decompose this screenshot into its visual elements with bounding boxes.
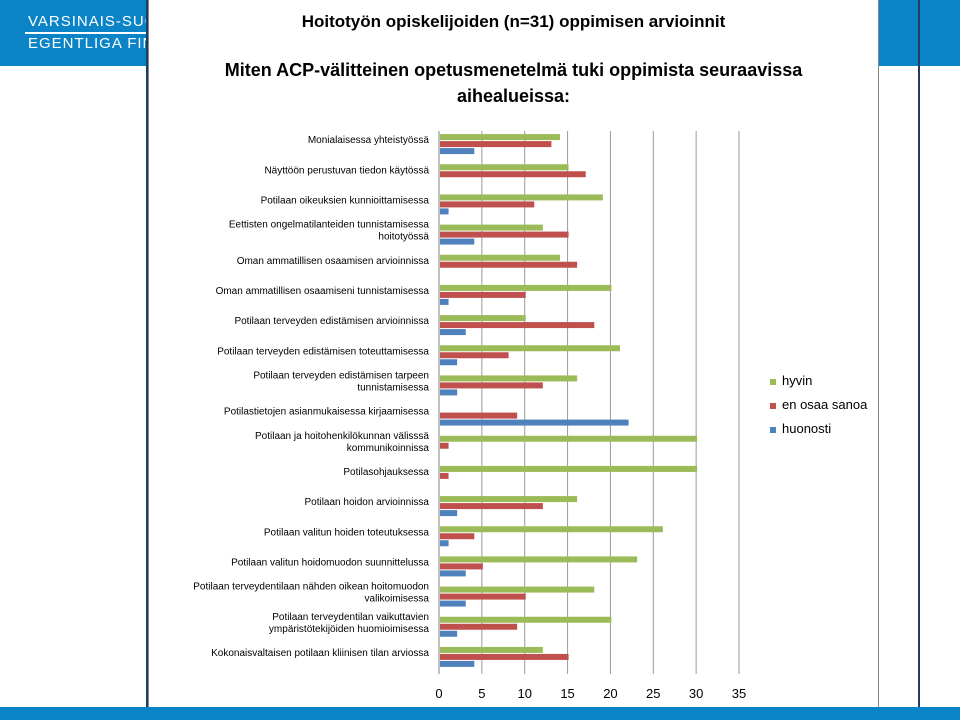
bar-en-osaa-sanoa [440,503,543,510]
bar-hyvin [440,496,578,503]
x-tick-label: 35 [732,686,746,701]
organization-underline [25,32,155,34]
bar-en-osaa-sanoa [440,141,552,148]
category-label: Potilastietojen asianmukaisessa kirjaami… [224,407,430,418]
legend-label: hyvin [782,373,812,388]
bar-en-osaa-sanoa [440,533,475,540]
bar-hyvin [440,526,663,533]
bar-hyvin [440,254,560,261]
bar-en-osaa-sanoa [440,593,526,600]
bar-en-osaa-sanoa [440,201,535,208]
bar-huonosti [440,238,475,245]
category-label: Potilaan valitun hoidomuodon suunnittelu… [231,557,429,568]
category-label: Potilasohjauksessa [343,467,429,478]
bar-hyvin [440,345,620,352]
category-label: Potilaan terveyden edistämisen toteuttam… [217,346,429,357]
bar-en-osaa-sanoa [440,653,569,660]
bar-en-osaa-sanoa [440,472,449,479]
bar-en-osaa-sanoa [440,261,578,268]
category-label: Kokonaisvaltaisen potilaan kliinisen til… [211,648,429,659]
category-label: Potilaan oikeuksien kunnioittamisessa [261,195,430,206]
bar-huonosti [440,359,458,366]
category-label: Monialaisessa yhteistyössä [308,135,430,146]
bar-huonosti [440,148,475,155]
bar-en-osaa-sanoa [440,442,449,449]
bar-en-osaa-sanoa [440,231,569,238]
organization-name: VARSINAIS-SUO [28,13,158,30]
category-label: Potilaan terveyden edistämisen tarpeen tu… [253,370,429,393]
bar-hyvin [440,586,595,593]
bar-huonosti [440,660,475,667]
chart-title: Hoitotyön opiskelijoiden (n=31) oppimise… [301,12,726,31]
bar-huonosti [440,570,466,577]
bar-huonosti [440,208,449,215]
legend-swatch-en-osaa-sanoa [770,403,776,409]
organization-name-swedish: EGENTLIGA FINL [28,35,164,52]
bar-hyvin [440,164,569,171]
category-label: Näyttöön perustuvan tiedon käytössä [264,165,429,176]
bar-hyvin [440,375,578,382]
bar-huonosti [440,329,466,336]
bar-huonosti [440,600,466,607]
bar-huonosti [440,510,458,517]
bar-hyvin [440,315,526,322]
bar-hyvin [440,194,603,201]
bar-huonosti [440,419,629,426]
slide-divider-right [918,0,920,720]
bar-en-osaa-sanoa [440,563,483,570]
bar-hyvin [440,224,543,231]
category-label: Potilaan terveydentilaan nähden oikean h… [193,582,429,605]
bar-hyvin [440,646,543,653]
bar-hyvin [440,435,698,442]
bar-en-osaa-sanoa [440,291,526,298]
bar-huonosti [440,389,458,396]
category-label: Potilaan hoidon arvioinnissa [304,497,429,508]
x-tick-label: 15 [560,686,574,701]
category-label: Potilaan terveyden edistämisen arvioinni… [234,316,429,327]
bar-huonosti [440,540,449,547]
x-tick-label: 0 [435,686,442,701]
x-tick-label: 30 [689,686,703,701]
bar-en-osaa-sanoa [440,412,518,419]
bar-hyvin [440,134,560,141]
bar-en-osaa-sanoa [440,171,586,178]
bar-en-osaa-sanoa [440,322,595,329]
legend-label: en osaa sanoa [782,397,868,412]
category-label: Potilaan valitun hoiden toteutuksessa [264,527,430,538]
category-label: Potilaan terveydentilan vaikuttavien ympä… [269,612,430,635]
bottom-banner [0,707,960,720]
x-tick-label: 25 [646,686,660,701]
bar-hyvin [440,616,612,623]
category-label: Oman ammatillisen osaamiseni tunnistamis… [216,286,430,297]
chart-panel: Hoitotyön opiskelijoiden (n=31) oppimise… [148,0,879,707]
legend-swatch-hyvin [770,379,776,385]
category-label: Oman ammatillisen osaamisen arvioinnissa [237,256,430,267]
x-tick-label: 10 [517,686,531,701]
bar-chart: 0 5 10 15 20 25 30 35 Monialaisessa yhteistyössä… [193,131,868,701]
slide-divider-left [146,0,148,720]
x-tick-label: 20 [603,686,617,701]
bar-en-osaa-sanoa [440,382,543,389]
bar-huonosti [440,298,449,305]
category-label: Potilaan ja hoitohenkilökunnan välisssä k… [255,431,429,454]
question-line-2: aihealueissa: [456,86,571,106]
bar-en-osaa-sanoa [440,352,509,359]
legend-label: huonosti [782,421,831,436]
bar-hyvin [440,556,638,563]
bar-en-osaa-sanoa [440,623,518,630]
category-label: Eettisten ongelmatilanteiden tunnistamis… [229,220,430,243]
x-tick-label: 5 [478,686,485,701]
question-line-1: Miten ACP-välitteinen opetusmenetelmä tu… [224,60,803,80]
legend-swatch-huonosti [770,427,776,433]
bar-hyvin [440,465,698,472]
bar-huonosti [440,630,458,637]
bar-hyvin [440,284,612,291]
